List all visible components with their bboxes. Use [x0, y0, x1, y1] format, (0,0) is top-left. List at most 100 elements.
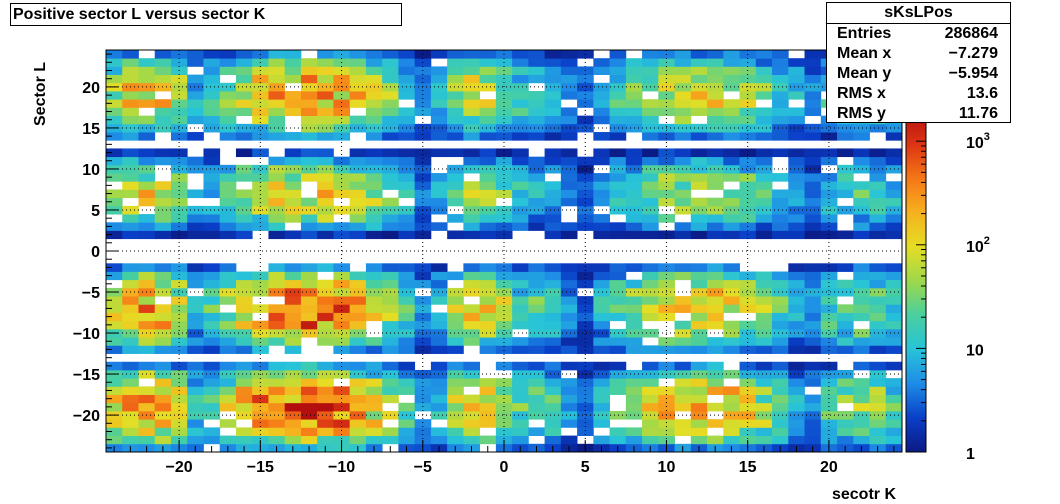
- heatmap-cell: [560, 312, 578, 322]
- heatmap-cell: [414, 132, 432, 141]
- heatmap-cell: [885, 279, 902, 289]
- heatmap-cell: [430, 132, 448, 141]
- heatmap-cell: [820, 173, 838, 182]
- heatmap-cell: [674, 99, 692, 108]
- heatmap-cell: [268, 271, 286, 281]
- heatmap-cell: [187, 107, 204, 117]
- heatmap-cell: [837, 378, 854, 387]
- heatmap-cell: [723, 222, 740, 231]
- heatmap-cell: [723, 230, 740, 240]
- heatmap-cell: [268, 107, 286, 117]
- heatmap-cell: [317, 394, 334, 404]
- stats-label: Mean x: [837, 45, 892, 62]
- heatmap-cell: [430, 402, 448, 412]
- heatmap-cell: [609, 99, 627, 108]
- heatmap-cell: [690, 58, 708, 67]
- stats-value: −7.279: [948, 45, 998, 62]
- heatmap-cell: [414, 189, 432, 199]
- heatmap-cell: [788, 197, 805, 207]
- heatmap-cell: [463, 337, 481, 346]
- heatmap-cell: [804, 156, 822, 166]
- heatmap-cell: [138, 197, 156, 207]
- heatmap-cell: [219, 296, 237, 305]
- heatmap-cell: [398, 402, 416, 412]
- heatmap-cell: [609, 279, 627, 289]
- heatmap-cell: [333, 181, 351, 190]
- heatmap-cell: [772, 115, 789, 125]
- heatmap-cell: [170, 156, 188, 166]
- heatmap-cell: [625, 435, 643, 445]
- heatmap-cell: [447, 378, 464, 387]
- heatmap-cell: [674, 320, 692, 330]
- heatmap-cell: [739, 123, 757, 133]
- heatmap-cell: [333, 312, 351, 322]
- heatmap-cell: [885, 394, 902, 404]
- heatmap-cell: [495, 156, 513, 166]
- heatmap-cell: [674, 230, 692, 240]
- heatmap-cell: [755, 279, 773, 289]
- heatmap-cell: [187, 279, 204, 289]
- heatmap-cell: [593, 271, 610, 281]
- heatmap-cell: [642, 173, 659, 182]
- heatmap-cell: [690, 345, 708, 354]
- heatmap-cell: [544, 230, 562, 240]
- heatmap-cell: [317, 132, 334, 141]
- heatmap-cell: [528, 271, 546, 281]
- heatmap-cell: [788, 320, 805, 330]
- heatmap-cell: [593, 263, 610, 272]
- heatmap-cell: [317, 410, 334, 420]
- heatmap-cell: [463, 82, 481, 92]
- heatmap-cell: [755, 91, 773, 100]
- heatmap-cell: [170, 435, 188, 445]
- heatmap-cell: [479, 296, 497, 305]
- heatmap-cell: [447, 345, 464, 354]
- heatmap-cell: [804, 58, 822, 67]
- heatmap-cell: [577, 173, 594, 182]
- heatmap-cell: [707, 197, 724, 207]
- heatmap-cell: [154, 345, 172, 354]
- heatmap-cell: [365, 50, 383, 59]
- heatmap-cell: [772, 173, 789, 182]
- heatmap-cell: [398, 271, 416, 281]
- heatmap-cell: [219, 369, 237, 379]
- heatmap-cell: [788, 173, 805, 182]
- heatmap-cell: [382, 66, 399, 76]
- heatmap-cell: [138, 320, 156, 330]
- heatmap-cell: [512, 99, 529, 108]
- heatmap-cell: [739, 435, 757, 445]
- heatmap-cell: [512, 164, 529, 174]
- heatmap-cell: [609, 378, 627, 387]
- heatmap-cell: [235, 50, 253, 59]
- heatmap-cell: [853, 156, 870, 166]
- heatmap-cell: [382, 181, 399, 190]
- heatmap-cell: [577, 99, 594, 108]
- heatmap-cell: [170, 320, 188, 330]
- heatmap-cell: [170, 197, 188, 207]
- heatmap-cell: [300, 148, 318, 158]
- heatmap-cell: [609, 132, 627, 141]
- heatmap-cell: [235, 328, 253, 338]
- heatmap-cell: [512, 378, 529, 387]
- heatmap-cell: [544, 214, 562, 223]
- heatmap-cell: [138, 402, 156, 412]
- heatmap-cell: [284, 230, 302, 240]
- heatmap-cell: [479, 181, 497, 190]
- heatmap-cell: [284, 394, 302, 404]
- heatmap-cell: [430, 181, 448, 190]
- heatmap-cell: [365, 427, 383, 436]
- heatmap-cell: [235, 222, 253, 231]
- heatmap-cell: [674, 271, 692, 281]
- heatmap-cell: [317, 115, 334, 125]
- heatmap-cell: [252, 419, 269, 428]
- heatmap-cell: [138, 214, 156, 223]
- heatmap-cell: [187, 369, 204, 379]
- heatmap-cell: [577, 419, 594, 428]
- heatmap-cell: [382, 74, 399, 84]
- heatmap-cell: [577, 271, 594, 281]
- heatmap-cell: [154, 369, 172, 379]
- heatmap-cell: [430, 337, 448, 346]
- heatmap-cell: [544, 361, 562, 371]
- heatmap-cell: [300, 132, 318, 141]
- stats-value: −5.954: [948, 65, 998, 82]
- heatmap-cell: [885, 427, 902, 436]
